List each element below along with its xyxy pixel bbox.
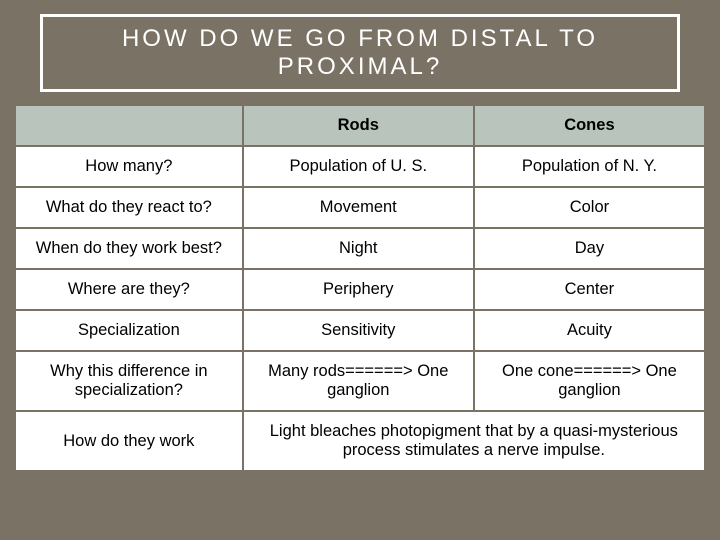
slide-title: HOW DO WE GO FROM DISTAL TO PROXIMAL? bbox=[63, 25, 657, 81]
cell-rods: Many rods======> One ganglion bbox=[243, 351, 474, 411]
table-row: When do they work best? Night Day bbox=[15, 228, 705, 269]
cell-rods: Movement bbox=[243, 187, 474, 228]
row-label: Why this difference in specialization? bbox=[15, 351, 243, 411]
row-label: How do they work bbox=[15, 411, 243, 471]
cell-rods: Sensitivity bbox=[243, 310, 474, 351]
row-label: How many? bbox=[15, 146, 243, 187]
header-cones: Cones bbox=[474, 105, 705, 146]
cell-cones: Acuity bbox=[474, 310, 705, 351]
cell-cones: Center bbox=[474, 269, 705, 310]
table-row: How many? Population of U. S. Population… bbox=[15, 146, 705, 187]
cell-rods: Population of U. S. bbox=[243, 146, 474, 187]
comparison-table: Rods Cones How many? Population of U. S.… bbox=[14, 104, 706, 472]
cell-cones: Population of N. Y. bbox=[474, 146, 705, 187]
cell-cones: One cone======> One ganglion bbox=[474, 351, 705, 411]
table-row: Where are they? Periphery Center bbox=[15, 269, 705, 310]
header-empty bbox=[15, 105, 243, 146]
table-row: What do they react to? Movement Color bbox=[15, 187, 705, 228]
table-row-merged: How do they work Light bleaches photopig… bbox=[15, 411, 705, 471]
header-rods: Rods bbox=[243, 105, 474, 146]
table-header-row: Rods Cones bbox=[15, 105, 705, 146]
row-label: Where are they? bbox=[15, 269, 243, 310]
cell-merged: Light bleaches photopigment that by a qu… bbox=[243, 411, 705, 471]
cell-rods: Periphery bbox=[243, 269, 474, 310]
cell-cones: Day bbox=[474, 228, 705, 269]
comparison-table-container: Rods Cones How many? Population of U. S.… bbox=[14, 104, 706, 472]
cell-cones: Color bbox=[474, 187, 705, 228]
title-container: HOW DO WE GO FROM DISTAL TO PROXIMAL? bbox=[40, 14, 680, 92]
row-label: When do they work best? bbox=[15, 228, 243, 269]
cell-rods: Night bbox=[243, 228, 474, 269]
table-row: Specialization Sensitivity Acuity bbox=[15, 310, 705, 351]
row-label: Specialization bbox=[15, 310, 243, 351]
table-row: Why this difference in specialization? M… bbox=[15, 351, 705, 411]
row-label: What do they react to? bbox=[15, 187, 243, 228]
